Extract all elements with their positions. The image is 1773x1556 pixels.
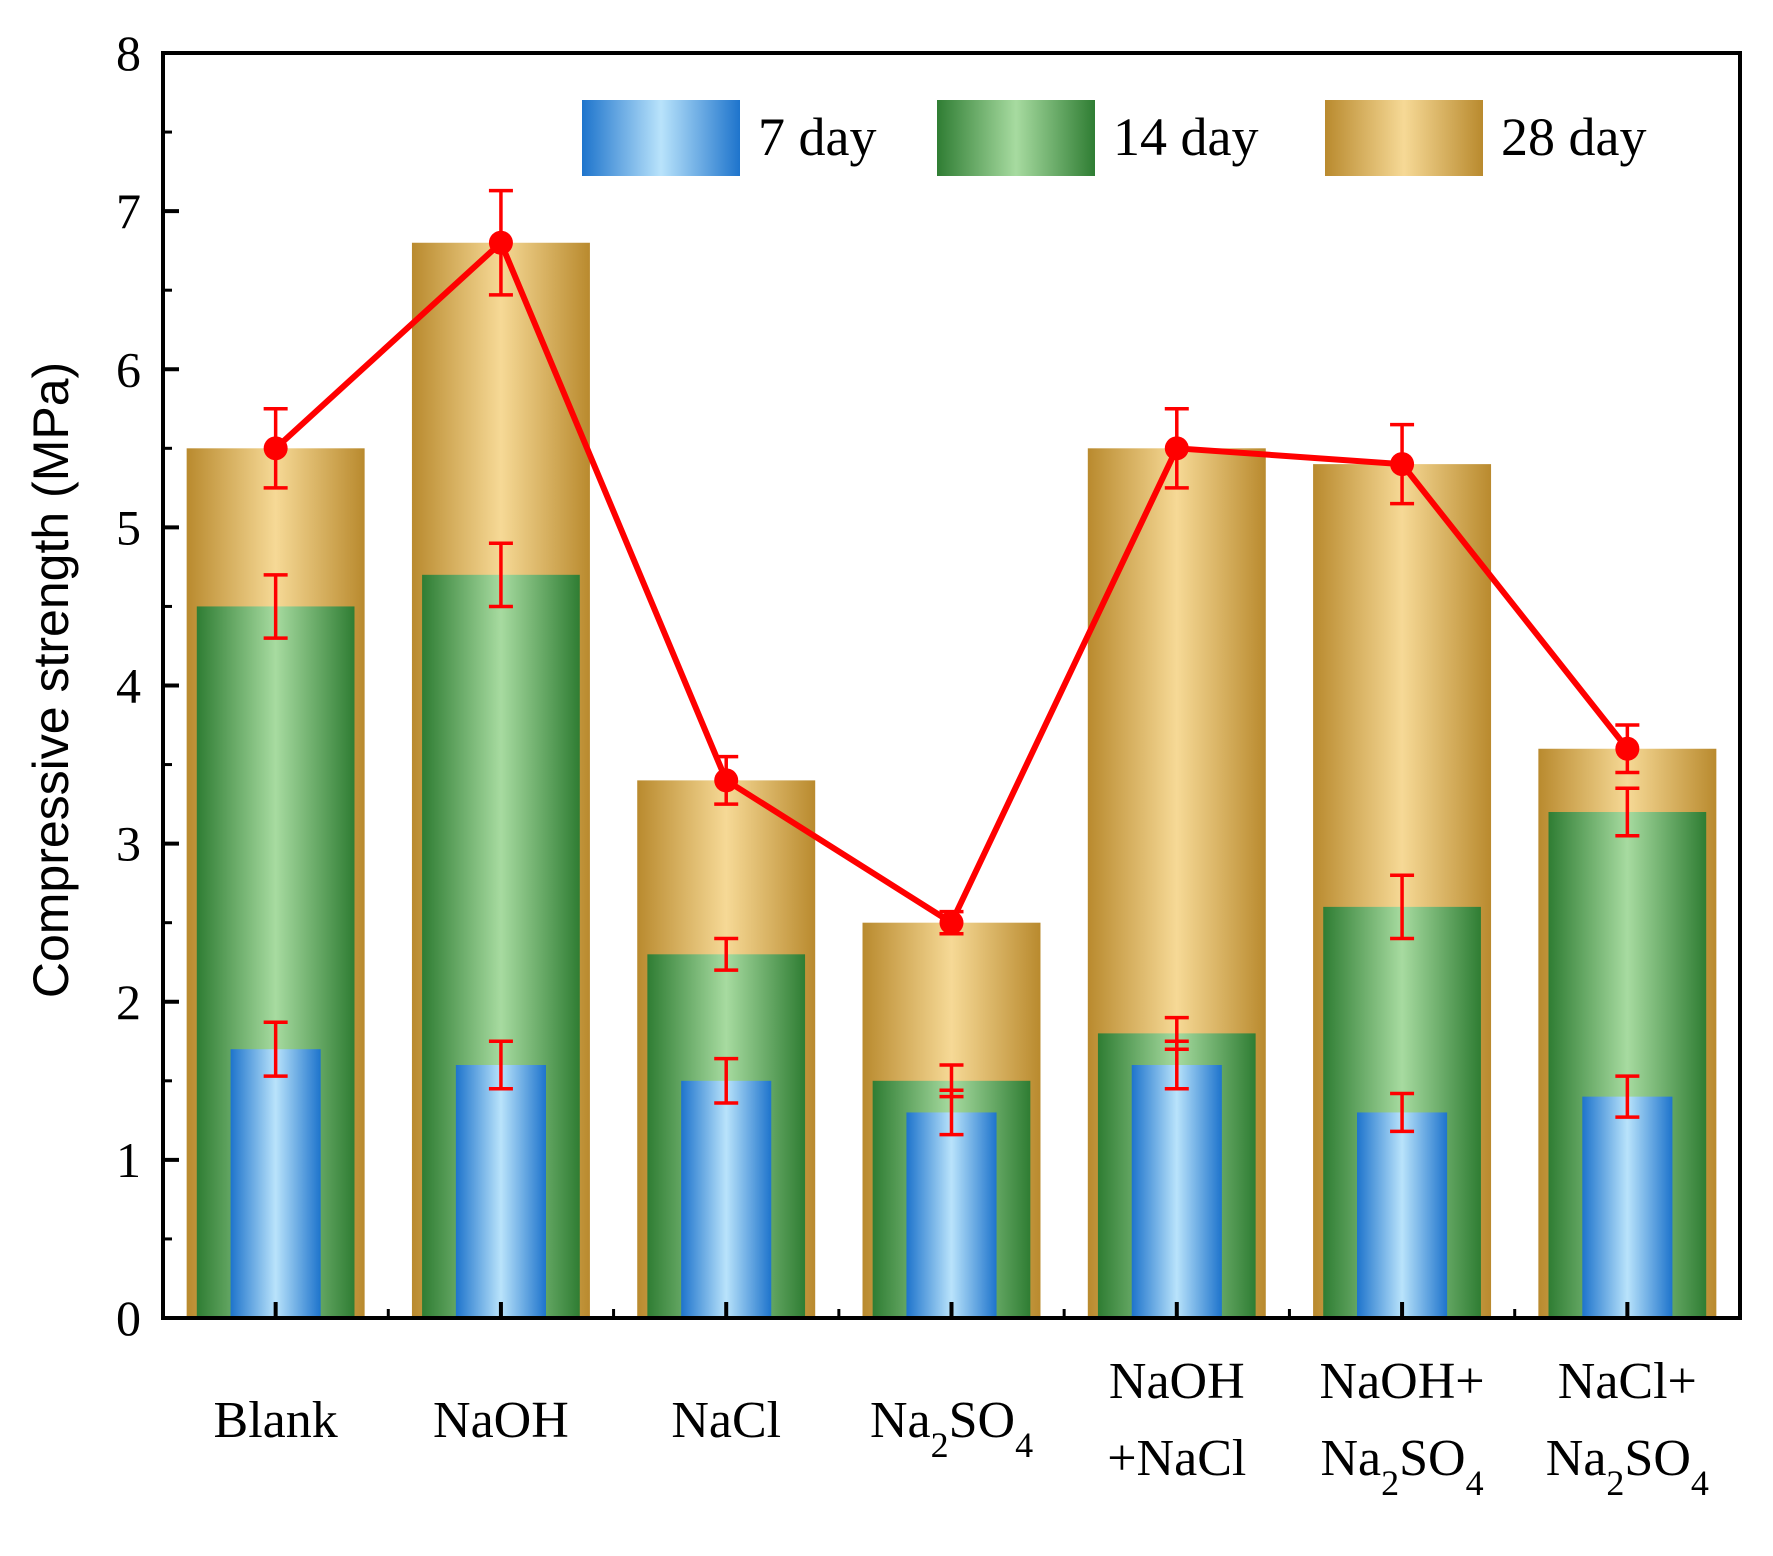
y-tick-label: 0	[116, 1290, 141, 1346]
trend-point-nacl-na2so4	[1615, 736, 1640, 761]
bars-layer	[186, 242, 1717, 1318]
y-tick-label: 3	[116, 816, 141, 872]
trend-point-naoh-na2so4	[1390, 452, 1415, 477]
svg-text:+NaCl: +NaCl	[1107, 1430, 1246, 1487]
x-tick-label-na2so4: Na2SO4	[870, 1392, 1033, 1465]
x-tick-label-naoh: NaOH	[433, 1392, 569, 1449]
legend-item-7-day: 7 day	[582, 100, 876, 176]
legend-label-14-day: 14 day	[1113, 107, 1258, 167]
error-bar-14-day-naoh-nacl	[1164, 1015, 1189, 1051]
trend-point-blank	[263, 436, 288, 461]
trend-point-na2so4	[939, 910, 964, 935]
svg-text:Blank: Blank	[214, 1392, 338, 1449]
bar-7-day-naoh-na2so4	[1357, 1112, 1448, 1318]
x-tick-label-naoh-na2so4: NaOH+ Na2SO4	[1320, 1353, 1485, 1503]
y-tick-label: 1	[116, 1132, 141, 1188]
bar-7-day-naoh-nacl	[1131, 1065, 1222, 1318]
svg-text:Na2SO4: Na2SO4	[1546, 1430, 1709, 1503]
trend-point-nacl	[714, 768, 739, 793]
trend-line-layer	[263, 230, 1640, 935]
error-bar-7-day-nacl-na2so4	[1615, 1074, 1640, 1119]
trend-point-naoh-nacl	[1164, 436, 1189, 461]
legend-swatch-14-day	[937, 100, 1095, 176]
y-tick-label: 5	[116, 499, 141, 555]
bar-7-day-blank	[230, 1049, 321, 1318]
legend-label-7-day: 7 day	[758, 107, 876, 167]
error-bar-14-day-na2so4	[939, 1063, 964, 1099]
bar-7-day-naoh	[455, 1065, 546, 1318]
bar-7-day-na2so4	[906, 1112, 997, 1318]
svg-text:NaCl: NaCl	[671, 1392, 781, 1449]
svg-text:Na2SO4: Na2SO4	[1321, 1430, 1484, 1503]
legend-swatch-28-day	[1325, 100, 1483, 176]
error-bar-7-day-naoh-na2so4	[1390, 1091, 1415, 1134]
y-tick-label: 6	[116, 341, 141, 397]
svg-text:NaOH: NaOH	[1109, 1353, 1245, 1410]
y-tick-label: 7	[116, 183, 141, 239]
x-tick-label-naoh-nacl: NaOH +NaCl	[1107, 1353, 1246, 1487]
error-bar-14-day-blank	[263, 573, 288, 640]
error-bar-7-day-nacl	[714, 1056, 739, 1105]
y-axis-label: Compressive strength (MPa)	[23, 362, 79, 998]
bar-7-day-nacl-na2so4	[1582, 1096, 1673, 1318]
legend-label-28-day: 28 day	[1501, 107, 1646, 167]
bar-7-day-nacl	[681, 1080, 772, 1318]
x-tick-label-nacl: NaCl	[671, 1392, 781, 1449]
x-tick-label-blank: Blank	[214, 1392, 338, 1449]
legend-swatch-7-day	[582, 100, 740, 176]
x-tick-label-nacl-na2so4: NaCl+ Na2SO4	[1546, 1353, 1709, 1503]
error-bar-14-day-naoh	[488, 541, 513, 609]
legend: 7 day 14 day 28 day	[582, 100, 1646, 176]
error-bar-7-day-blank	[263, 1020, 288, 1078]
error-bar-7-day-naoh	[488, 1039, 513, 1091]
error-bar-14-day-naoh-na2so4	[1390, 873, 1415, 941]
y-tick-label: 8	[116, 25, 141, 81]
legend-item-14-day: 14 day	[937, 100, 1258, 176]
svg-text:Na2SO4: Na2SO4	[870, 1392, 1033, 1465]
trend-point-naoh	[488, 230, 513, 255]
error-bar-14-day-nacl-na2so4	[1615, 786, 1640, 838]
y-tick-label: 4	[116, 658, 141, 714]
legend-item-28-day: 28 day	[1325, 100, 1646, 176]
svg-text:NaOH: NaOH	[433, 1392, 569, 1449]
svg-text:NaOH+: NaOH+	[1320, 1353, 1485, 1410]
svg-text:NaCl+: NaCl+	[1558, 1353, 1697, 1410]
error-bar-14-day-nacl	[714, 936, 739, 972]
y-tick-label: 2	[116, 974, 141, 1030]
